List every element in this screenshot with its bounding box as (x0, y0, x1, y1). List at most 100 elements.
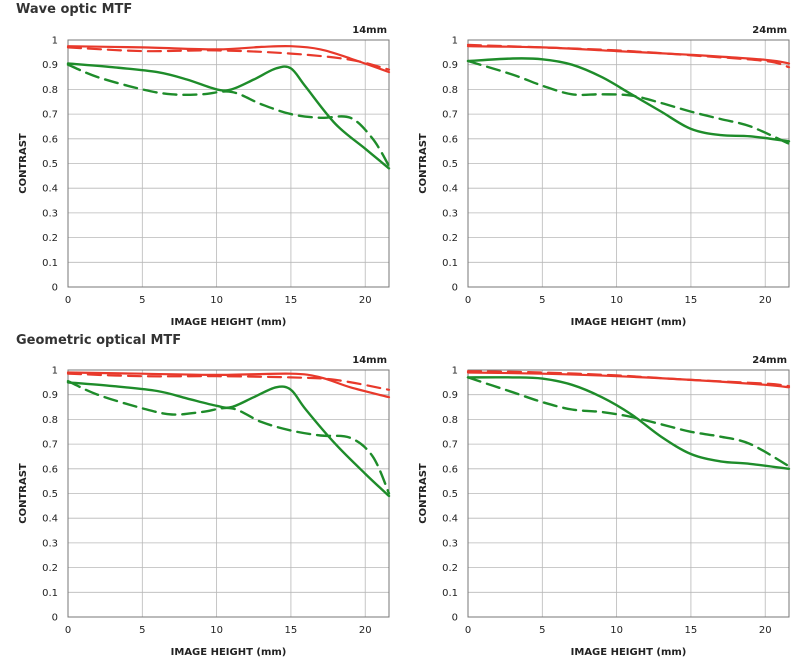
series-line-green-solid (466, 376, 791, 470)
plot-frame (67, 39, 390, 288)
x-tick-label: 5 (139, 625, 145, 636)
y-tick-label: 0.6 (442, 464, 458, 475)
y-tick-label: 0.7 (42, 440, 58, 451)
x-axis-label: IMAGE HEIGHT (mm) (571, 647, 687, 658)
series-line-green-solid (66, 381, 391, 498)
y-axis-label: CONTRAST (418, 463, 429, 524)
y-tick-label: 0.6 (42, 464, 58, 475)
y-tick-label: 0.3 (42, 208, 58, 219)
focal-length-label: 14mm (352, 25, 387, 36)
y-tick-label: 1 (52, 366, 58, 377)
series-line-red-solid (66, 44, 391, 74)
y-tick-label: 1 (452, 366, 458, 377)
x-tick-label: 15 (285, 625, 298, 636)
y-tick-label: 0.2 (42, 233, 58, 244)
y-tick-label: 0.8 (42, 85, 58, 96)
series-line-green-dashed (466, 59, 791, 145)
x-tick-label: 20 (759, 295, 772, 306)
y-tick-label: 0.2 (442, 563, 458, 574)
y-tick-label: 0.6 (42, 134, 58, 145)
y-tick-label: 0.4 (442, 514, 458, 525)
y-tick-label: 0.9 (42, 60, 58, 71)
x-tick-label: 10 (610, 295, 623, 306)
focal-length-label: 24mm (752, 25, 787, 36)
series-line-red-dashed (466, 370, 791, 388)
y-tick-label: 0.1 (42, 258, 58, 269)
y-tick-label: 0.3 (42, 538, 58, 549)
y-tick-label: 0.7 (442, 110, 458, 121)
x-tick-label: 0 (65, 625, 71, 636)
series-line-green-dashed (66, 63, 391, 168)
x-tick-label: 20 (359, 295, 372, 306)
y-tick-label: 0.7 (42, 110, 58, 121)
y-tick-label: 0 (52, 283, 58, 294)
x-tick-label: 0 (65, 295, 71, 306)
x-tick-label: 5 (539, 295, 545, 306)
y-tick-label: 0.3 (442, 538, 458, 549)
y-tick-label: 0.2 (442, 233, 458, 244)
y-tick-label: 0.5 (442, 159, 458, 170)
x-tick-label: 0 (465, 295, 471, 306)
series-line-red-solid (66, 371, 391, 399)
y-tick-label: 1 (452, 36, 458, 47)
y-tick-label: 0.7 (442, 440, 458, 451)
x-tick-label: 0 (465, 625, 471, 636)
series-line-red-solid (466, 371, 791, 389)
series-line-green-solid (66, 62, 391, 170)
x-axis-label: IMAGE HEIGHT (mm) (171, 317, 287, 328)
series-line-green-dashed (466, 376, 791, 468)
y-tick-label: 0.1 (442, 588, 458, 599)
focal-length-label: 24mm (752, 355, 787, 366)
y-tick-label: 0.5 (442, 489, 458, 500)
y-tick-label: 0 (452, 613, 458, 624)
y-tick-label: 0.1 (442, 258, 458, 269)
y-tick-label: 0 (452, 283, 458, 294)
plot-frame (467, 369, 790, 618)
y-tick-label: 0.9 (442, 390, 458, 401)
x-tick-label: 10 (210, 625, 223, 636)
section-title-geometric-optical: Geometric optical MTF (16, 333, 182, 348)
x-axis-label: IMAGE HEIGHT (mm) (571, 317, 687, 328)
y-tick-label: 0.3 (442, 208, 458, 219)
y-tick-label: 0.5 (42, 489, 58, 500)
y-tick-label: 0.2 (42, 563, 58, 574)
mtf-chart-geometric-24mm: 00.10.20.30.40.50.60.70.80.910 5 10 15 20IMA… (418, 355, 791, 658)
mtf-chart-wave-24mm: 00.10.20.30.40.50.60.70.80.910 5 10 15 20IMA… (418, 25, 791, 328)
y-tick-label: 0.4 (442, 184, 458, 195)
x-tick-label: 5 (139, 295, 145, 306)
x-tick-label: 15 (685, 625, 698, 636)
y-tick-label: 0.5 (42, 159, 58, 170)
x-axis-label: IMAGE HEIGHT (mm) (171, 647, 287, 658)
x-tick-label: 5 (539, 625, 545, 636)
y-tick-label: 1 (52, 36, 58, 47)
series-line-green-dashed (66, 379, 391, 495)
y-tick-label: 0.8 (442, 85, 458, 96)
series-line-red-solid (466, 45, 791, 65)
x-tick-label: 20 (759, 625, 772, 636)
series-line-red-dashed (66, 372, 391, 391)
y-tick-label: 0.8 (442, 415, 458, 426)
x-tick-label: 20 (359, 625, 372, 636)
y-tick-label: 0.9 (442, 60, 458, 71)
section-title-wave-optic: Wave optic MTF (16, 2, 133, 17)
y-tick-label: 0 (52, 613, 58, 624)
y-axis-label: CONTRAST (418, 133, 429, 194)
series-line-green-solid (466, 57, 791, 143)
mtf-chart-wave-14mm: 00.10.20.30.40.50.60.70.80.910 5 10 15 20IMA… (18, 25, 391, 328)
focal-length-label: 14mm (352, 355, 387, 366)
series-line-red-dashed (66, 46, 391, 71)
y-tick-label: 0.6 (442, 134, 458, 145)
y-tick-label: 0.4 (42, 184, 58, 195)
y-tick-label: 0.9 (42, 390, 58, 401)
x-tick-label: 15 (685, 295, 698, 306)
x-tick-label: 10 (610, 625, 623, 636)
mtf-chart-geometric-14mm: 00.10.20.30.40.50.60.70.80.910 5 10 15 20IMA… (18, 355, 391, 658)
x-tick-label: 10 (210, 295, 223, 306)
y-tick-label: 0.4 (42, 514, 58, 525)
y-axis-label: CONTRAST (18, 463, 29, 524)
series-line-red-dashed (466, 43, 791, 69)
y-axis-label: CONTRAST (18, 133, 29, 194)
plot-frame (467, 39, 790, 288)
y-tick-label: 0.8 (42, 415, 58, 426)
x-tick-label: 15 (285, 295, 298, 306)
